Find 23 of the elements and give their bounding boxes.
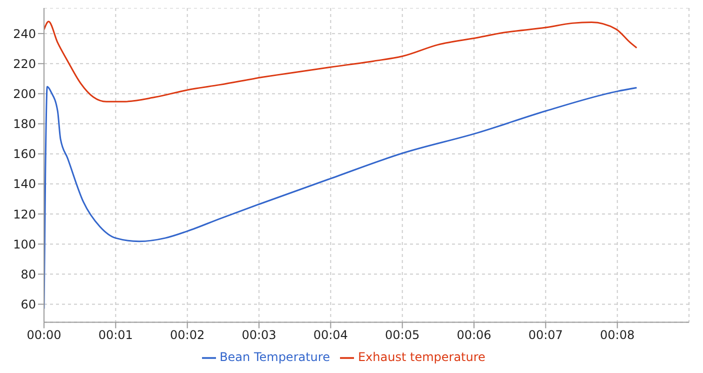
y-tick-label: 140 [13, 177, 36, 192]
y-tick-label: 120 [13, 207, 36, 222]
x-tick-label: 00:03 [242, 328, 276, 342]
legend-label: Bean Temperature [220, 350, 330, 364]
x-tick-label: 00:02 [170, 328, 205, 342]
y-tick-label: 200 [13, 86, 36, 101]
x-tick-label: 00:00 [26, 328, 62, 342]
y-tick-label: 180 [13, 117, 36, 132]
y-tick-label: 240 [13, 26, 36, 41]
y-tick-label: 220 [13, 56, 36, 71]
line-series [44, 20, 638, 102]
x-tick-label: 00:07 [528, 328, 563, 342]
x-tick-label: 00:08 [600, 328, 635, 342]
legend-label: Exhaust temperature [358, 350, 486, 364]
x-tick-label: 00:06 [456, 328, 492, 342]
x-tick-label: 00:04 [313, 328, 348, 342]
y-tick-label: 80 [20, 267, 36, 282]
y-tick-label: 60 [20, 297, 36, 312]
y-tick-label: 100 [13, 237, 36, 252]
x-tick-label: 00:05 [385, 328, 420, 342]
y-tick-label: 160 [13, 147, 36, 162]
line-series [44, 86, 638, 310]
x-tick-label: 00:01 [98, 328, 133, 342]
